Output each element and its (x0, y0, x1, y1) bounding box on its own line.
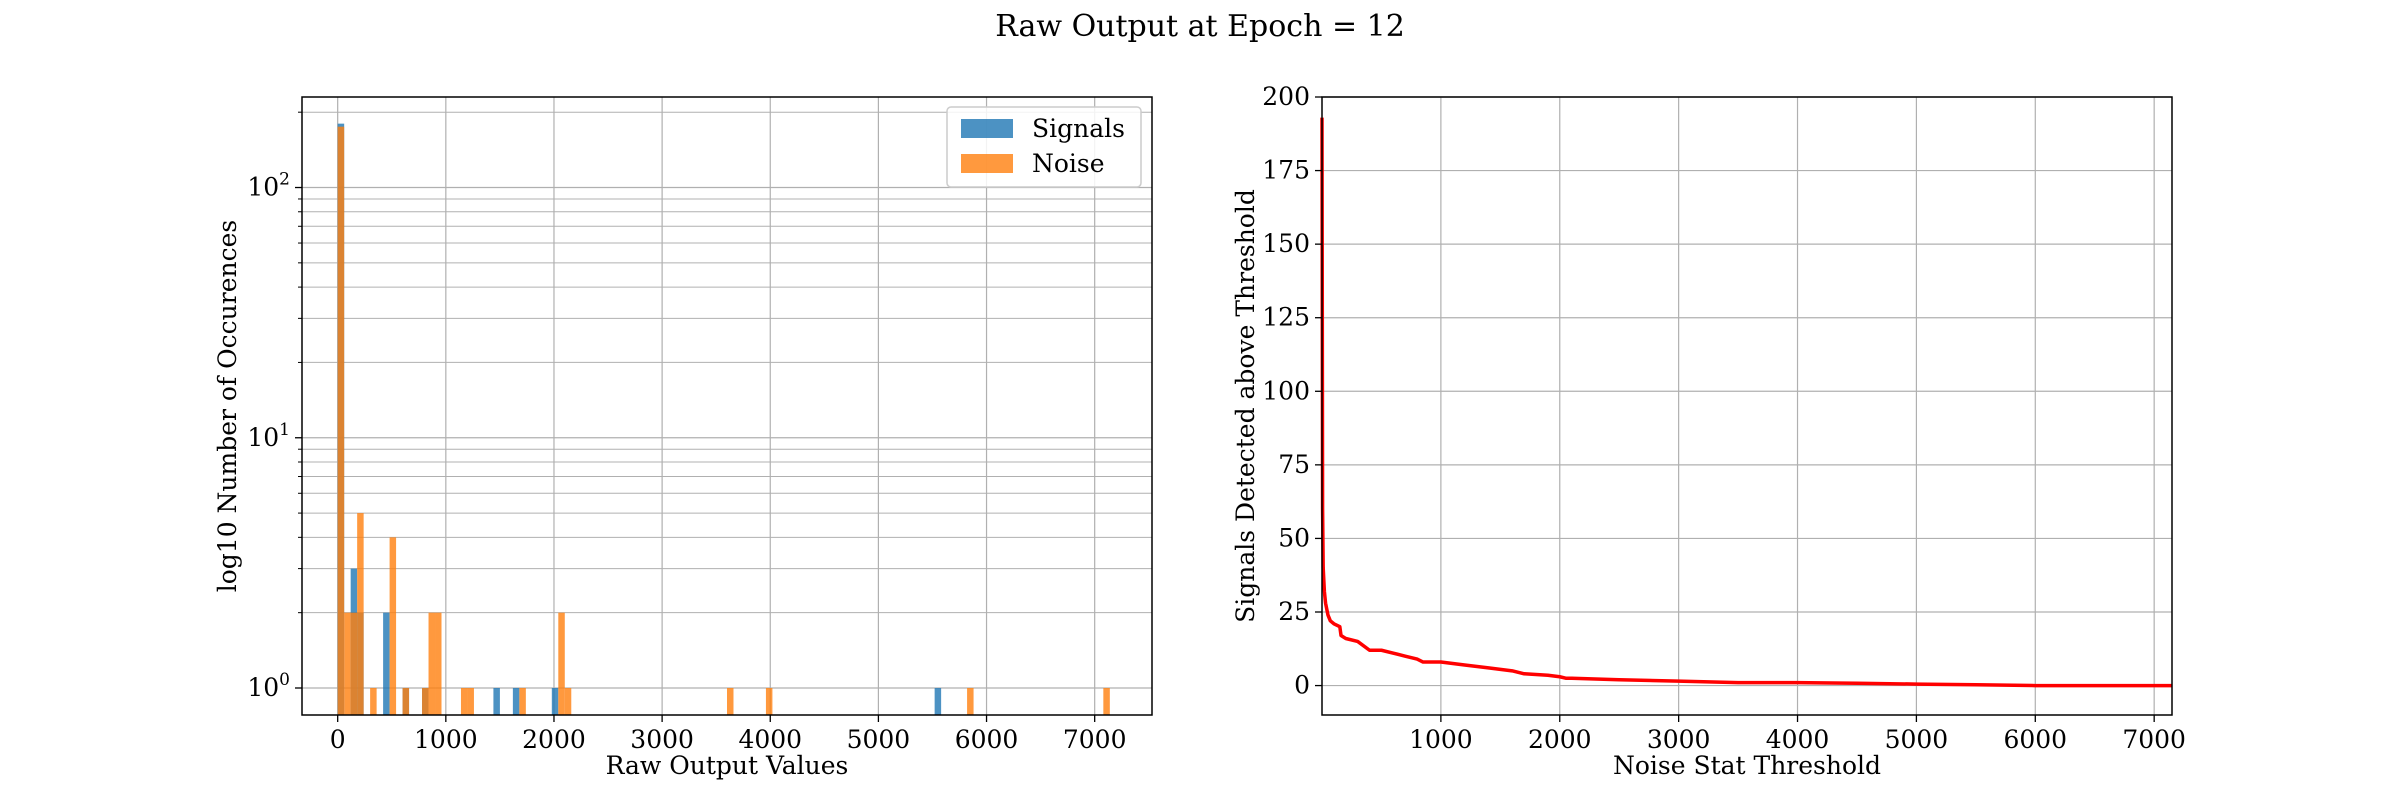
histogram-chart: 0 1000 2000 3000 4000 5000 6000 7000 100 101 102 R… (213, 96, 1153, 780)
bar-noise (402, 687, 410, 715)
line-y-tick-label: 125 (1262, 303, 1310, 332)
line-y-tick-label: 150 (1262, 229, 1310, 258)
histogram-y-tick-label: 101 (247, 420, 290, 452)
line-y-tick-label: 50 (1278, 523, 1310, 552)
line-y-tick-label: 0 (1294, 671, 1310, 700)
series-line-detected (1320, 117, 2172, 688)
line-y-tick-label: 75 (1278, 450, 1310, 479)
histogram-y-tick-label: 102 (247, 170, 290, 202)
line-x-tick-label: 7000 (2122, 725, 2186, 754)
bar-noise (727, 687, 734, 715)
legend-label-signals: Signals (1032, 114, 1125, 143)
line-y-axis-label: Signals Detected above Threshold (1231, 189, 1260, 623)
bar-noise (519, 687, 526, 715)
line-x-tick-label: 1000 (1409, 725, 1473, 754)
bar-noise (460, 687, 468, 715)
line-chart: 1000 2000 3000 4000 5000 6000 7000 0 25 50 75 100 12… (1231, 82, 2186, 780)
histogram-x-tick-label: 5000 (847, 725, 911, 754)
bar-noise (389, 537, 397, 715)
bar-signals (934, 687, 942, 715)
bar-noise (344, 612, 351, 715)
bar-noise (765, 687, 773, 715)
bar-signals (493, 687, 500, 715)
line-x-tick-label: 5000 (1885, 725, 1949, 754)
histogram-frame (301, 96, 1153, 716)
bar-noise (357, 513, 364, 715)
histogram-bars (337, 123, 1110, 716)
line-x-axis-label: Noise Stat Threshold (1613, 751, 1881, 780)
line-x-tick-label: 4000 (1766, 725, 1830, 754)
legend-swatch-noise (961, 154, 1013, 173)
histogram-y-tick-label: 100 (247, 670, 290, 702)
line-ticks: 1000 2000 3000 4000 5000 6000 7000 0 25 50 75 100 12… (1262, 82, 2186, 754)
line-y-tick-label: 175 (1262, 156, 1310, 185)
histogram-x-tick-label: 2000 (522, 725, 586, 754)
histogram-x-tick-label: 1000 (414, 725, 478, 754)
line-x-tick-label: 3000 (1647, 725, 1711, 754)
histogram-ticks: 0 1000 2000 3000 4000 5000 6000 7000 100 101 102 (247, 111, 1127, 754)
line-y-tick-label: 100 (1262, 376, 1310, 405)
line-y-tick-label: 25 (1278, 597, 1310, 626)
histogram-x-tick-label: 7000 (1063, 725, 1127, 754)
bar-noise (467, 687, 474, 715)
line-frame (1321, 96, 2173, 716)
bar-signals (383, 612, 390, 715)
bar-noise (435, 612, 442, 715)
histogram-x-axis-label: Raw Output Values (606, 751, 849, 780)
bar-noise (564, 687, 572, 715)
bar-noise (350, 612, 358, 715)
line-y-tick-label: 200 (1262, 82, 1310, 111)
line-grid (1322, 96, 2172, 715)
histogram-x-tick-label: 3000 (630, 725, 694, 754)
bar-noise (422, 687, 429, 715)
histogram-legend: Signals Noise (946, 106, 1142, 188)
bar-noise (1103, 687, 1110, 715)
histogram-x-tick-label: 4000 (738, 725, 802, 754)
histogram-y-axis-label: log10 Number of Occurences (213, 220, 242, 593)
bar-noise (967, 687, 974, 715)
figure-title: Raw Output at Epoch = 12 (995, 9, 1405, 44)
histogram-x-tick-label: 0 (330, 725, 346, 754)
bar-signals (551, 687, 559, 715)
legend-swatch-signals (961, 119, 1013, 138)
bar-noise (370, 687, 377, 715)
bar-signals (512, 687, 520, 715)
legend-label-noise: Noise (1032, 149, 1105, 178)
line-x-tick-label: 2000 (1528, 725, 1592, 754)
bar-noise (428, 612, 436, 715)
histogram-grid (302, 97, 1152, 715)
bar-noise (337, 126, 345, 716)
bar-noise (558, 612, 565, 715)
line-x-tick-label: 6000 (2003, 725, 2067, 754)
histogram-x-tick-label: 6000 (955, 725, 1019, 754)
